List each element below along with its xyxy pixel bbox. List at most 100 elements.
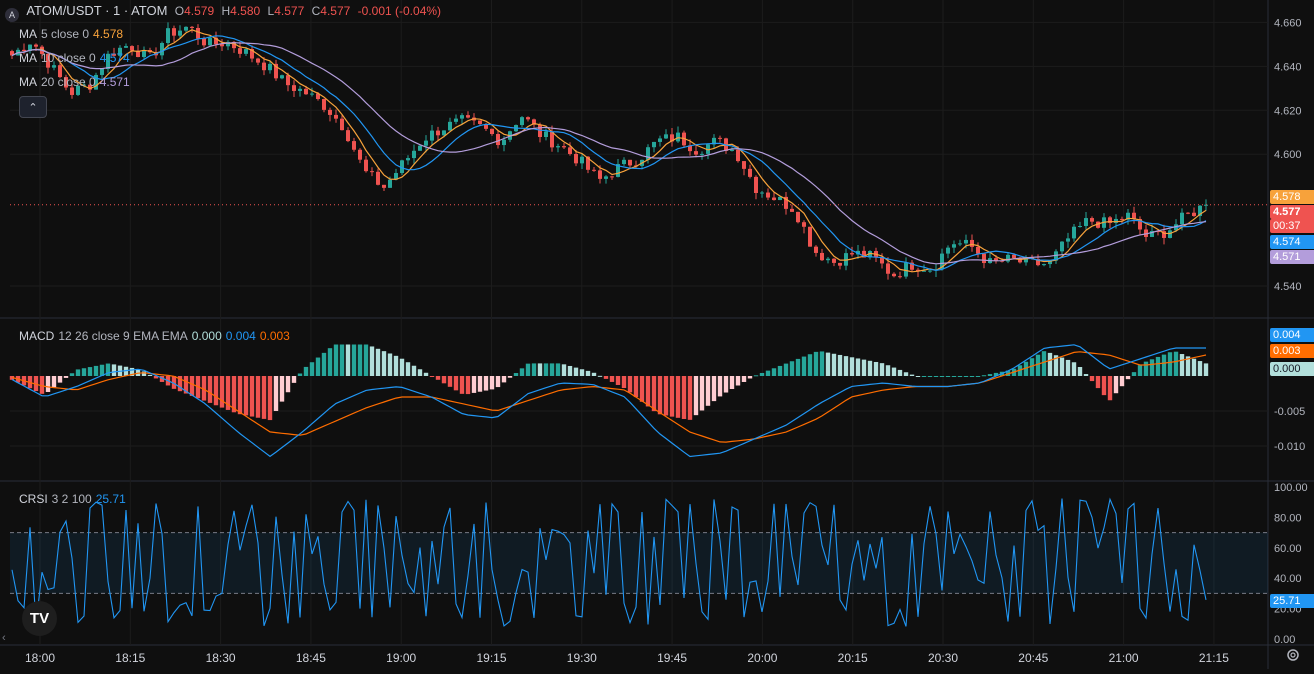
macd-histogram-bar [597,375,603,377]
candle-body [442,130,446,136]
candle-body [1024,257,1028,263]
candle-body [562,146,566,148]
candle-body [394,173,398,180]
ma10-params: 10 close 0 [41,51,96,65]
candle-body [214,37,218,45]
low-label: L [267,4,275,18]
time-axis-label: 18:15 [115,651,145,665]
candle-body [448,121,452,131]
macd-histogram-bar [639,376,645,402]
candle-body [160,42,164,56]
macd-histogram-bar [231,376,237,413]
macd-histogram-bar [87,367,93,376]
time-axis-label: 20:45 [1018,651,1048,665]
ma10-legend[interactable]: MA 10 close 0 4.574 [19,51,134,65]
candle-body [244,49,248,54]
ma20-legend[interactable]: MA 20 close 0 4.571 [19,75,134,89]
macd-histogram-bar [627,376,633,393]
macd-histogram-bar [909,374,915,376]
macd-histogram-bar [975,376,981,377]
time-axis-label: 19:00 [386,651,416,665]
candle-body [460,115,464,119]
candle-body [772,197,776,201]
candle-body [1048,260,1052,265]
candle-body [1132,212,1136,220]
low-value: 4.577 [274,4,305,18]
tradingview-logo-icon[interactable]: TV [22,601,57,636]
collapse-legend-button[interactable]: ⌃ [19,96,47,118]
macd-histogram-bar [207,376,213,403]
crsi-axis-label: 0.00 [1274,634,1295,646]
macd-histogram-bar [615,376,621,385]
macd-histogram-bar [699,376,705,411]
macd-histogram-bar [1161,354,1167,376]
candle-body [262,62,266,71]
macd-histogram-bar [183,376,189,394]
macd-histogram-bar [63,376,69,378]
macd-histogram-bar [237,376,243,415]
candle-body [778,196,782,201]
candle-body [10,51,14,56]
candle-body [844,253,848,266]
candle-body [70,87,74,95]
candle-body [136,50,140,58]
candle-body [664,134,668,139]
candle-body [1018,258,1022,263]
candle-body [538,124,542,138]
scroll-left-icon[interactable]: ‹ [2,632,6,644]
candle-body [124,46,128,48]
macd-histogram-bar [327,348,333,376]
close-label: C [311,4,321,18]
candle-body [958,243,962,245]
candle-body [730,149,734,151]
gear-icon[interactable] [1286,648,1300,662]
macd-histogram-bar [93,365,99,376]
candle-body [742,161,746,169]
crsi-axis-label: 40.00 [1274,573,1302,585]
candle-body [1162,231,1166,238]
crsi-axis-label: 100.00 [1274,482,1308,494]
ma20-name: MA [19,75,37,89]
macd-histogram-bar [255,376,261,418]
macd-histogram-bar [57,376,63,383]
macd-histogram-bar [549,363,555,376]
macd-histogram-bar [717,376,723,397]
candle-body [88,84,92,90]
candle-body [976,246,980,254]
macd-legend[interactable]: MACD 12 26 close 9 EMA EMA 0.000 0.004 0.003 [19,329,294,343]
macd-signal-value: 0.003 [259,329,290,343]
candle-body [184,26,188,31]
symbol-title[interactable]: ATOM/USDT · 1 · ATOM [26,3,168,18]
macd-histogram-bar [1053,355,1059,376]
candle-body [322,99,326,110]
candle-body [340,118,344,131]
macd-histogram-bar [1071,362,1077,376]
ma5-name: MA [19,27,37,41]
macd-histogram-bar [531,363,537,376]
ma5-legend[interactable]: MA 5 close 0 4.578 [19,27,127,41]
crsi-legend[interactable]: CRSI 3 2 100 25.71 [19,492,130,506]
macd-histogram-bar [1185,356,1191,376]
macd-histogram-bar [939,376,945,377]
candle-body [580,156,584,164]
candle-body [610,176,614,178]
time-axis-label: 19:45 [657,651,687,665]
macd-histogram-bar [591,372,597,376]
open-value: 4.579 [184,4,215,18]
macd-histogram-bar [303,366,309,376]
macd-histogram-bar [339,344,345,376]
macd-histogram-bar [519,368,525,376]
macd-histogram-bar [537,363,543,376]
hist-tag: 0.000 [1270,362,1314,376]
macd-histogram-bar [621,376,627,389]
candle-body [304,88,308,95]
macd-histogram-bar [267,376,273,421]
time-axis-label: 19:30 [567,651,597,665]
macd-histogram-bar [963,376,969,377]
candle-body [274,63,278,79]
macd-histogram-bar [39,376,45,394]
candle-body [820,252,824,261]
ma10-value: 4.574 [99,51,130,65]
